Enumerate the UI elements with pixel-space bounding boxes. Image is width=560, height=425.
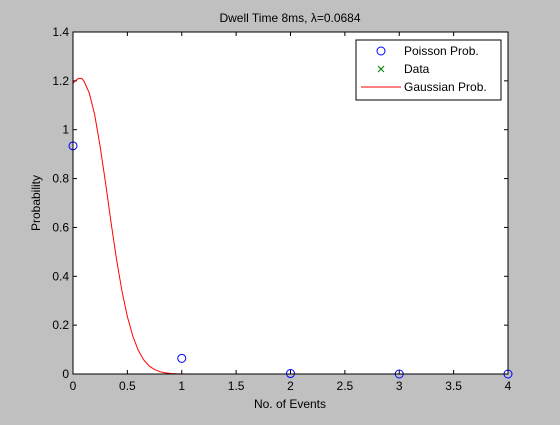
plot-frame: [72, 31, 509, 375]
y-tick-label: 0.6: [52, 220, 69, 234]
legend-label-gaussian: Gaussian Prob.: [404, 80, 487, 94]
y-tick-label: 0.8: [52, 172, 69, 186]
poisson-point: [177, 353, 187, 363]
x-tick-label: 3.5: [445, 379, 462, 393]
legend: Poisson Prob. Data Gaussian Prob.: [355, 39, 502, 101]
x-tick-label: 1: [178, 379, 185, 393]
chart-title: Dwell Time 8ms, λ=0.0684: [219, 11, 360, 25]
x-tick-label: 0: [70, 379, 77, 393]
x-axis-label: No. of Events: [254, 397, 326, 411]
y-tick-label: 0.2: [52, 318, 69, 332]
y-tick-label: 1.4: [52, 25, 69, 39]
y-tick-label: 0: [62, 367, 69, 381]
y-axis-label: Probability: [29, 175, 43, 231]
legend-label-data: Data: [404, 62, 430, 76]
legend-marker-data: [377, 65, 385, 73]
x-tick-label: 2: [287, 379, 294, 393]
legend-label-poisson: Poisson Prob.: [404, 44, 479, 58]
x-tick-label: 4: [505, 379, 512, 393]
y-tick-label: 0.4: [52, 269, 69, 283]
x-tick-label: 0.5: [119, 379, 136, 393]
y-tick-label: 1: [62, 123, 69, 137]
y-tick-label: 1.2: [52, 74, 69, 88]
x-tick-label: 1.5: [228, 379, 245, 393]
x-tick-label: 3: [396, 379, 403, 393]
legend-marker-poisson: [376, 46, 386, 56]
x-tick-label: 2.5: [337, 379, 354, 393]
